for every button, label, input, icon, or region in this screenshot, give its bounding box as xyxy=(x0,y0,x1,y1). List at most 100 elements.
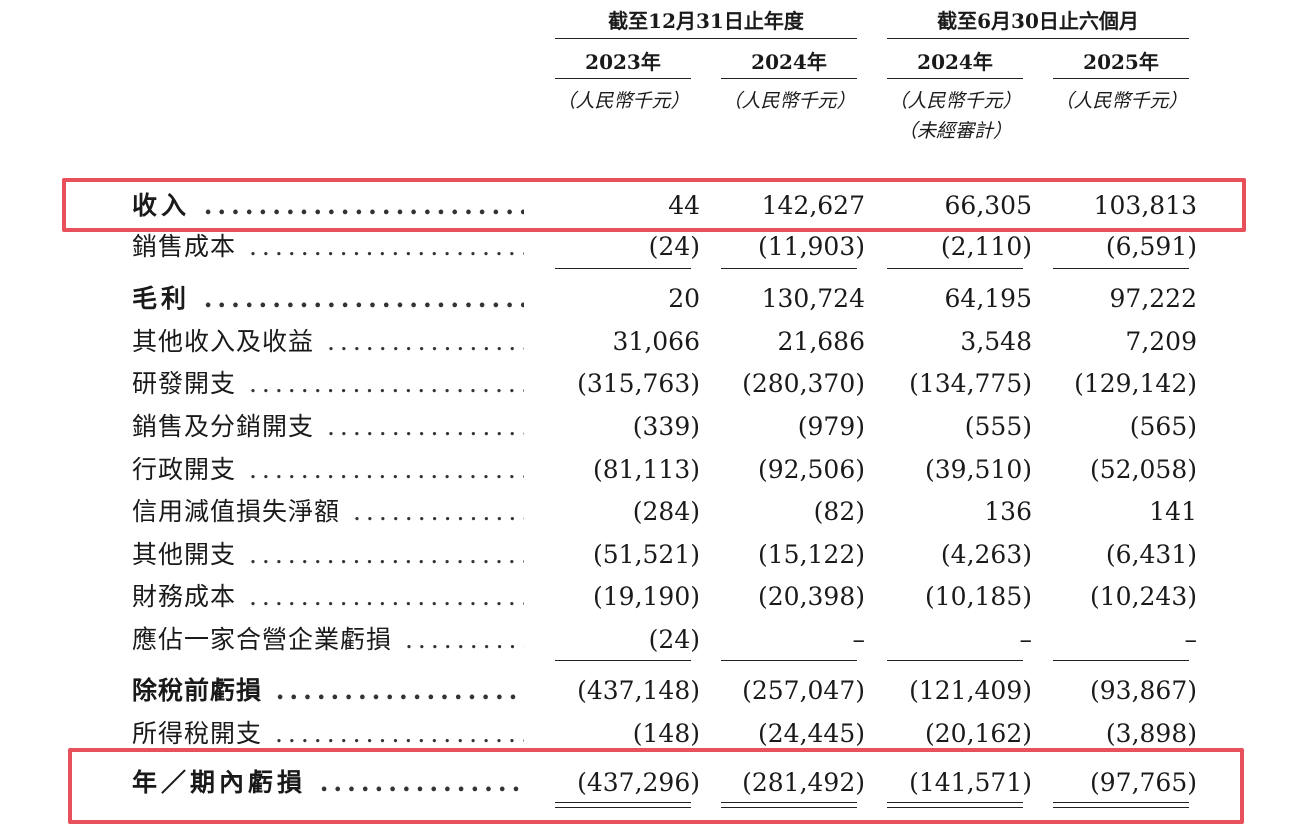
year-header-1: 2023年 xyxy=(585,50,661,74)
leader-dots: ........................................ xyxy=(203,284,524,313)
row-value: 136 xyxy=(984,497,1032,526)
year-rule-4 xyxy=(1053,78,1189,79)
subtotal-rule xyxy=(721,660,857,661)
row-label-text: 信用減值損失淨額 xyxy=(132,497,341,526)
row-value: 20 xyxy=(668,284,700,313)
row-value: 3,548 xyxy=(960,327,1032,356)
row-value: (4,263) xyxy=(940,540,1032,569)
row-value: 31,066 xyxy=(612,327,700,356)
row-value: (20,162) xyxy=(925,719,1032,748)
row-label: 其他收入及收益 ................................… xyxy=(132,322,524,362)
subtotal-rule xyxy=(721,268,857,269)
header-rule-h1 xyxy=(887,38,1189,39)
row-label: 行政開支 ...................................… xyxy=(132,450,524,490)
row-label-text: 銷售及分銷開支 xyxy=(132,412,315,441)
row-label: 應佔一家合營企業虧損 .............................… xyxy=(132,620,524,660)
year-rule-2 xyxy=(721,78,857,79)
leader-dots: ........................................ xyxy=(248,540,524,569)
row-value: 97,222 xyxy=(1109,284,1197,313)
row-value: (24) xyxy=(648,625,700,654)
row-label-text: 銷售成本 xyxy=(132,232,237,261)
unit-label-1: （人民幣千元） xyxy=(556,90,690,112)
row-value: (3,898) xyxy=(1105,719,1197,748)
total-double-rule xyxy=(1053,802,1189,808)
unaudited-label: （未經審計） xyxy=(897,120,1012,142)
row-value: 44 xyxy=(668,191,700,220)
row-label-text: 應佔一家合營企業虧損 xyxy=(132,625,393,654)
row-label: 除稅前虧損 ..................................… xyxy=(132,671,524,711)
leader-dots: ........................................ xyxy=(326,327,524,356)
row-value: (280,370) xyxy=(742,369,865,398)
row-value: (555) xyxy=(964,412,1032,441)
row-label: 銷售及分銷開支 ................................… xyxy=(132,407,524,447)
row-label: 財務成本 ...................................… xyxy=(132,577,524,617)
row-value: 21,686 xyxy=(777,327,865,356)
year-header-2: 2024年 xyxy=(751,50,827,74)
row-value: (141,571) xyxy=(909,768,1032,797)
subtotal-rule xyxy=(555,660,691,661)
header-rule-fy xyxy=(555,38,857,39)
year-header-3: 2024年 xyxy=(917,50,993,74)
row-label: 年／期內虧損 .................................… xyxy=(132,763,524,803)
row-value: 141 xyxy=(1149,497,1197,526)
row-value: (6,591) xyxy=(1105,232,1197,261)
row-label-text: 收入 xyxy=(132,191,191,220)
period-header-fiscal-year: 截至12月31日止年度 xyxy=(608,9,804,33)
row-value: (284) xyxy=(632,497,700,526)
row-value: 103,813 xyxy=(1093,191,1197,220)
row-value: 142,627 xyxy=(761,191,865,220)
highlight-box-loss xyxy=(68,748,1244,824)
row-label: 其他開支 ...................................… xyxy=(132,535,524,575)
row-value: (6,431) xyxy=(1105,540,1197,569)
period-header-six-months: 截至6月30日止六個月 xyxy=(937,9,1139,33)
row-value: (52,058) xyxy=(1090,455,1197,484)
unit-label-2: （人民幣千元） xyxy=(722,90,856,112)
leader-dots: ........................................ xyxy=(352,497,524,526)
row-value: (129,142) xyxy=(1074,369,1197,398)
row-label-text: 除稅前虧損 xyxy=(132,676,263,705)
row-value: (97,765) xyxy=(1090,768,1197,797)
row-value: (979) xyxy=(797,412,865,441)
row-label: 銷售成本 ...................................… xyxy=(132,227,524,267)
row-value: 64,195 xyxy=(944,284,1032,313)
subtotal-rule xyxy=(1053,660,1189,661)
row-value: (257,047) xyxy=(742,676,865,705)
leader-dots: ........................................ xyxy=(319,768,524,797)
row-value: (82) xyxy=(813,497,865,526)
row-label-text: 毛利 xyxy=(132,284,191,313)
leader-dots: ........................................ xyxy=(248,369,524,398)
unit-label-4: （人民幣千元） xyxy=(1054,90,1188,112)
row-value: (19,190) xyxy=(593,582,700,611)
leader-dots: ........................................ xyxy=(248,582,524,611)
row-value: (92,506) xyxy=(758,455,865,484)
row-value: 130,724 xyxy=(761,284,865,313)
row-value: (134,775) xyxy=(909,369,1032,398)
row-value: (339) xyxy=(632,412,700,441)
year-rule-3 xyxy=(887,78,1023,79)
highlight-box-revenue xyxy=(62,178,1246,232)
leader-dots: ........................................ xyxy=(274,719,524,748)
year-header-4: 2025年 xyxy=(1083,50,1159,74)
row-value: (437,148) xyxy=(577,676,700,705)
leader-dots: ........................................ xyxy=(275,676,524,705)
total-double-rule xyxy=(887,802,1023,808)
row-label: 信用減值損失淨額 ...............................… xyxy=(132,492,524,532)
leader-dots: ........................................ xyxy=(248,232,524,261)
subtotal-rule xyxy=(1053,268,1189,269)
row-label: 毛利 .....................................… xyxy=(132,279,524,319)
row-value: 7,209 xyxy=(1125,327,1197,356)
row-value: (121,409) xyxy=(909,676,1032,705)
unit-label-3: （人民幣千元） xyxy=(888,90,1022,112)
row-label-text: 其他開支 xyxy=(132,540,237,569)
row-value: – xyxy=(852,625,866,654)
row-value: – xyxy=(1019,625,1033,654)
total-double-rule xyxy=(555,802,691,808)
row-label: 研發開支 ...................................… xyxy=(132,364,524,404)
row-value: (10,243) xyxy=(1090,582,1197,611)
leader-dots: ........................................ xyxy=(404,625,524,654)
subtotal-rule xyxy=(555,268,691,269)
year-rule-1 xyxy=(555,78,691,79)
row-label: 收入 .....................................… xyxy=(132,186,524,226)
leader-dots: ........................................ xyxy=(326,412,524,441)
row-label: 所得稅開支 ..................................… xyxy=(132,714,524,754)
